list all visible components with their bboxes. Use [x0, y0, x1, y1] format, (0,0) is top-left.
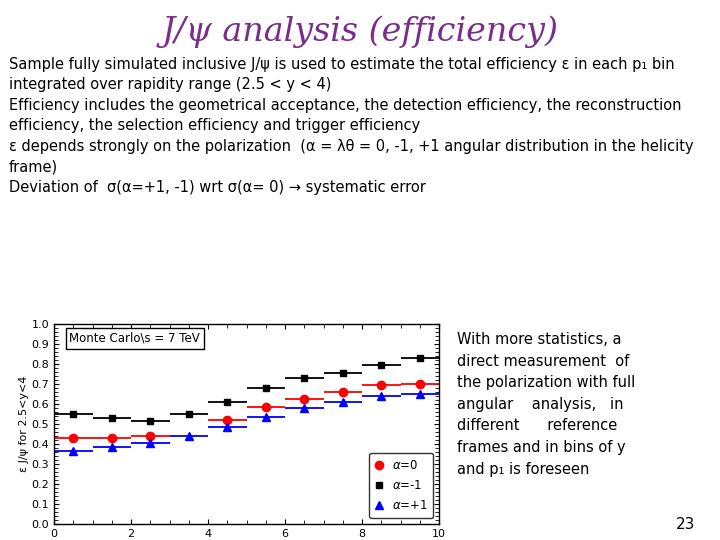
- Text: angular    analysis,   in: angular analysis, in: [457, 397, 624, 412]
- Text: Deviation of  σ(α=+1, -1) wrt σ(α= 0) → systematic error: Deviation of σ(α=+1, -1) wrt σ(α= 0) → s…: [9, 180, 426, 195]
- Text: the polarization with full: the polarization with full: [457, 375, 636, 390]
- Text: efficiency, the selection efficiency and trigger efficiency: efficiency, the selection efficiency and…: [9, 118, 420, 133]
- Text: and p₁ is foreseen: and p₁ is foreseen: [457, 462, 590, 477]
- Text: 23: 23: [675, 517, 695, 532]
- Text: With more statistics, a: With more statistics, a: [457, 332, 621, 347]
- Text: ε depends strongly on the polarization  (α = λθ = 0, -1, +1 angular distribution: ε depends strongly on the polarization (…: [9, 139, 693, 154]
- Text: Monte Carlo\s = 7 TeV: Monte Carlo\s = 7 TeV: [69, 332, 200, 345]
- Legend: $\alpha$=0, $\alpha$=-1, $\alpha$=+1: $\alpha$=0, $\alpha$=-1, $\alpha$=+1: [369, 453, 433, 518]
- Text: integrated over rapidity range (2.5 < y < 4): integrated over rapidity range (2.5 < y …: [9, 77, 331, 92]
- Text: direct measurement  of: direct measurement of: [457, 354, 629, 369]
- Text: J/ψ analysis (efficiency): J/ψ analysis (efficiency): [161, 15, 559, 48]
- Text: frames and in bins of y: frames and in bins of y: [457, 440, 626, 455]
- Text: frame): frame): [9, 159, 58, 174]
- Text: Efficiency includes the geometrical acceptance, the detection efficiency, the re: Efficiency includes the geometrical acce…: [9, 98, 681, 113]
- Text: different      reference: different reference: [457, 418, 618, 434]
- Y-axis label: ε J/ψ for 2.5<y<4: ε J/ψ for 2.5<y<4: [19, 376, 29, 472]
- Text: Sample fully simulated inclusive J/ψ is used to estimate the total efficiency ε : Sample fully simulated inclusive J/ψ is …: [9, 57, 674, 72]
